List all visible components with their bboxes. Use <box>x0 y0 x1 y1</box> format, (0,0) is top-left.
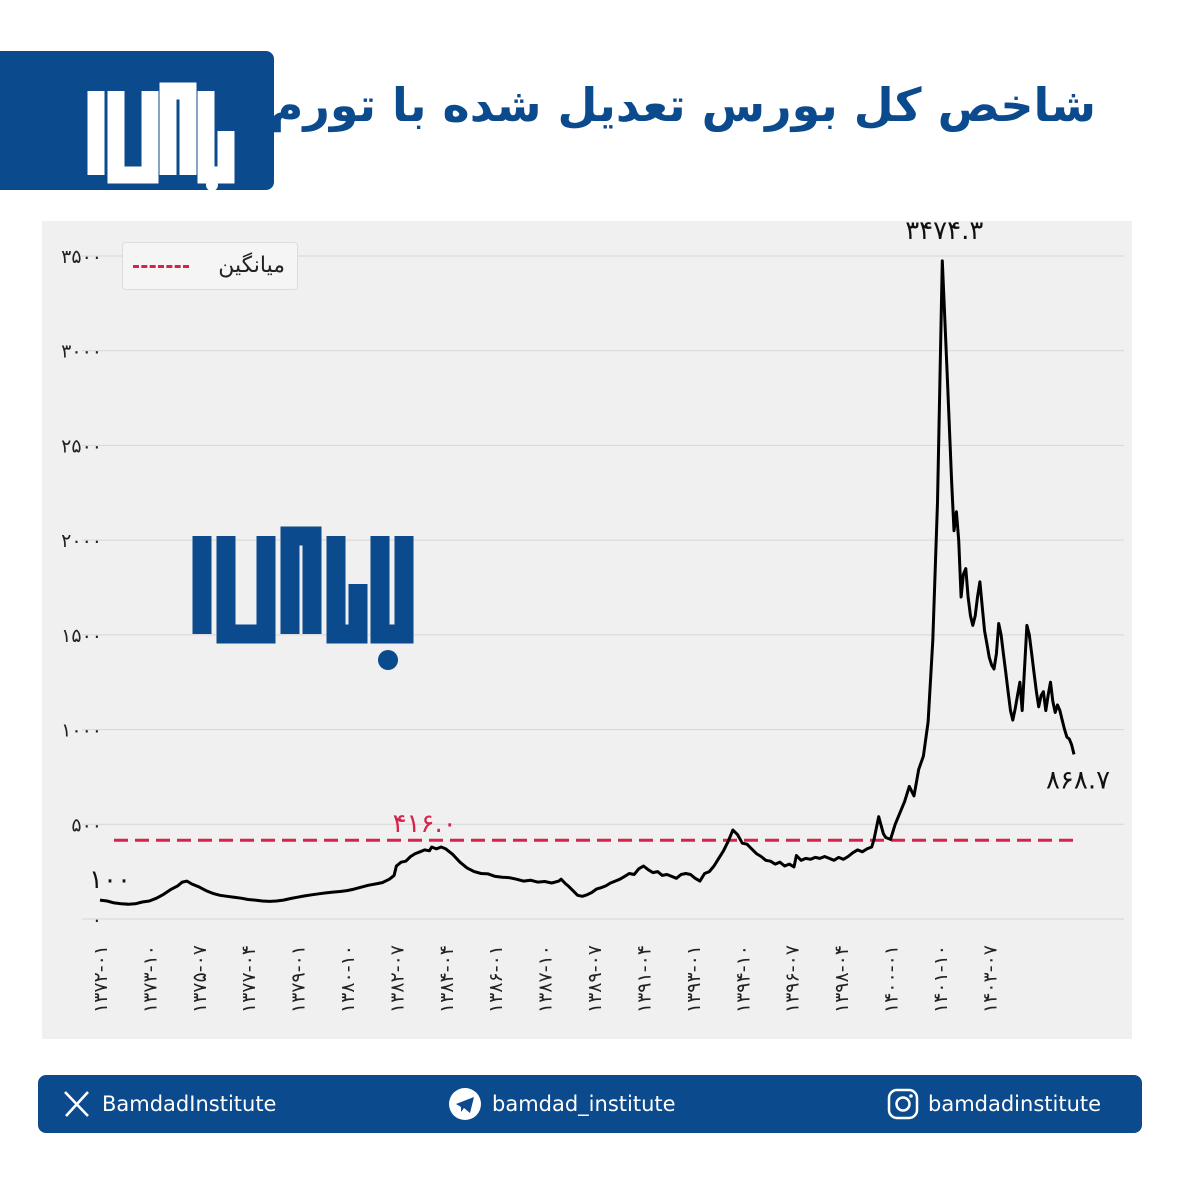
x-tick-label: ۱۳۸۷-۱۰ <box>535 945 557 1013</box>
x-tick-label: ۱۳۷۲-۰۱ <box>90 945 112 1013</box>
x-tick-label: ۱۳۷۹-۰۱ <box>288 945 310 1013</box>
brand-logo <box>0 51 274 191</box>
x-tick-label: ۱۳۸۹-۰۷ <box>584 945 606 1013</box>
mean-value-label: ۴۱۶.۰ <box>393 809 457 839</box>
x-tick-label: ۱۳۹۶-۰۷ <box>782 945 804 1013</box>
legend-mean-swatch <box>133 265 189 268</box>
x-link[interactable]: BamdadInstitute <box>60 1087 276 1121</box>
y-tick-label: ۲۰۰۰ <box>61 530 102 552</box>
y-tick-label: ۲۵۰۰ <box>61 435 102 457</box>
data-label: ۱۰۰ <box>89 865 131 895</box>
x-tick-label: ۱۴۰۱-۱۰ <box>930 945 952 1013</box>
telegram-icon <box>448 1087 482 1121</box>
x-tick-label: ۱۳۹۴-۱۰ <box>732 945 754 1013</box>
y-tick-label: ۱۰۰۰ <box>61 720 102 742</box>
footer-social-bar: BamdadInstitute bamdad_institute bamdadi… <box>38 1075 1142 1133</box>
instagram-handle: bamdadinstitute <box>928 1092 1102 1116</box>
page-title: شاخص کل بورس تعدیل شده با تورم <box>269 78 1096 132</box>
data-label: ۳۴۷۴.۳ <box>905 221 983 246</box>
x-tick-label: ۱۳۷۳-۱۰ <box>139 945 161 1013</box>
line-chart: ۰ ۵۰۰ ۱۰۰۰ ۱۵۰۰ ۲۰۰۰ ۲۵۰۰ ۳۰۰۰ ۳۵۰۰ ۱۳۷۲-۰۱ ۱۳۷۳… <box>61 221 1124 1013</box>
instagram-icon <box>886 1087 920 1121</box>
y-tick-label: ۵۰۰ <box>71 814 102 836</box>
y-tick-label: ۱۵۰۰ <box>61 625 102 647</box>
y-axis-ticks: ۰ ۵۰۰ ۱۰۰۰ ۱۵۰۰ ۲۰۰۰ ۲۵۰۰ ۳۰۰۰ ۳۵۰۰ <box>61 246 102 931</box>
x-tick-label: ۱۴۰۰-۰۱ <box>880 945 902 1013</box>
x-tick-label: ۱۳۸۶-۰۱ <box>485 945 507 1013</box>
x-tick-label: ۱۴۰۳-۰۷ <box>979 945 1001 1013</box>
y-tick-label: ۳۵۰۰ <box>61 246 102 268</box>
y-tick-label: ۰ <box>92 909 102 931</box>
x-tick-label: ۱۳۷۷-۰۴ <box>238 945 260 1013</box>
x-logo-icon <box>60 1087 94 1121</box>
y-tick-label: ۳۰۰۰ <box>61 341 102 363</box>
legend: میانگین <box>122 242 298 290</box>
instagram-link[interactable]: bamdadinstitute <box>886 1087 1101 1121</box>
x-tick-label: ۱۳۸۰-۱۰ <box>337 945 359 1013</box>
x-tick-label: ۱۳۹۸-۰۴ <box>831 945 853 1013</box>
data-label: ۸۶۸.۷ <box>1046 765 1110 795</box>
annotations: ۴۱۶.۰ ۱۰۰ ۳۴۷۴.۳ ۸۶۸.۷ <box>89 221 1110 895</box>
x-tick-label: ۱۳۹۳-۰۱ <box>683 945 705 1013</box>
telegram-handle: bamdad_institute <box>492 1092 676 1116</box>
series-line <box>99 259 1076 906</box>
x-tick-label: ۱۳۷۵-۰۷ <box>189 945 211 1013</box>
x-tick-label: ۱۳۹۱-۰۴ <box>633 945 655 1013</box>
x-tick-label: ۱۳۸۲-۰۷ <box>386 945 408 1013</box>
x-handle: BamdadInstitute <box>102 1092 277 1116</box>
x-tick-label: ۱۳۸۴-۰۴ <box>436 945 458 1013</box>
telegram-link[interactable]: bamdad_institute <box>448 1087 676 1121</box>
legend-mean-label: میانگین <box>218 253 285 278</box>
x-axis-ticks: ۱۳۷۲-۰۱ ۱۳۷۳-۱۰ ۱۳۷۵-۰۷ ۱۳۷۷-۰۴ ۱۳۷۹-۰۱ ۱۳۸۰-… <box>90 945 1001 1013</box>
chart-panel: ۰ ۵۰۰ ۱۰۰۰ ۱۵۰۰ ۲۰۰۰ ۲۵۰۰ ۳۰۰۰ ۳۵۰۰ ۱۳۷۲-۰۱ ۱۳۷۳… <box>42 221 1132 1039</box>
